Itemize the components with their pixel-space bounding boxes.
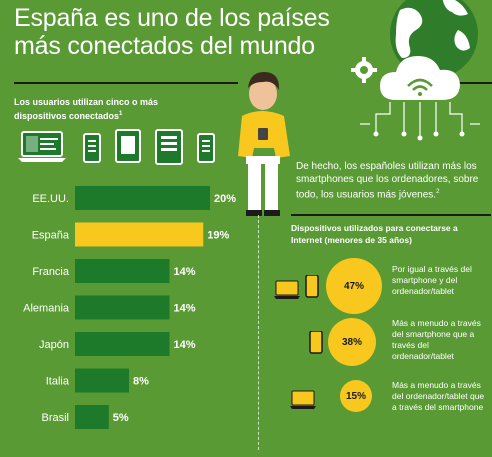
device-usage-description: Más a menudo a través del smartphone que…: [392, 318, 481, 361]
country-bar-chart: EE.UU. 20% España 19% Francia 14% Alemania 14% J…: [23, 186, 236, 429]
value-label: 14%: [174, 339, 196, 351]
laptop-icon: [18, 131, 66, 162]
category-label: Alemania: [23, 303, 70, 315]
device-icons: [309, 331, 323, 354]
bar-3: [75, 295, 170, 320]
gear-icon: [351, 57, 377, 83]
vertical-divider: [258, 215, 259, 450]
title-line-2: más conectados del mundo: [14, 32, 315, 60]
tablet-icon-2: [155, 129, 183, 165]
device-usage-heading: Dispositivos utilizados para conectarse …: [291, 223, 458, 245]
smartphone-icon: [83, 133, 101, 163]
page-title: España es uno de los países más conectad…: [14, 4, 344, 60]
percentage-circle: 47%: [326, 258, 382, 314]
title-divider: [14, 82, 238, 84]
device-icons: [274, 275, 319, 299]
title-line-1: España es uno de los países: [14, 4, 330, 32]
value-label: 8%: [133, 376, 149, 388]
category-label: Japón: [39, 339, 69, 351]
value-label: 20%: [214, 193, 236, 205]
bar-5: [75, 368, 129, 393]
title-divider-right: [430, 82, 492, 84]
category-label: España: [32, 230, 70, 242]
device-usage-row: 38% Más a menudo a través del smartphone …: [264, 318, 492, 382]
bar-2: [75, 259, 170, 283]
cloud-icon: [380, 56, 460, 100]
device-usage-description: Por igual a través del smartphone y del …: [392, 264, 472, 296]
laptop-icon: [274, 280, 300, 299]
device-usage-row: 47% Por igual a través del smartphone y d…: [264, 258, 492, 322]
tablet-icon: [115, 129, 141, 163]
devices-subtitle: Los usuarios utilizan cinco o más dispos…: [14, 97, 159, 121]
network-lines-icon: [360, 102, 480, 136]
value-label: 14%: [174, 303, 196, 315]
smartphone-usage-text: De hecho, los españoles utilizan más los…: [296, 161, 479, 201]
laptop-icon: [290, 390, 316, 409]
percentage-circle: 15%: [340, 380, 372, 412]
bar-4: [75, 332, 170, 356]
device-icons: [290, 390, 316, 409]
percentage-circle: 38%: [328, 318, 376, 366]
devices-row: [18, 129, 215, 165]
person-with-smartphone-illustration: [238, 72, 290, 216]
category-label: Brasil: [41, 412, 69, 424]
bar-0: [75, 186, 210, 210]
smartphone-icon-2: [197, 133, 215, 163]
smartphone-icon: [305, 275, 319, 298]
value-label: 19%: [207, 230, 229, 242]
device-usage-description: Más a menudo a través del ordenador/tabl…: [392, 380, 485, 412]
category-label: Italia: [46, 376, 70, 388]
bar-6: [75, 405, 109, 429]
value-label: 5%: [113, 412, 129, 424]
device-usage-row: 15% Más a menudo a través del ordenador/t…: [264, 380, 492, 444]
section-divider: [291, 214, 491, 216]
cloud-network-illustration: [351, 0, 480, 141]
bar-1: [75, 222, 204, 247]
category-label: Francia: [32, 266, 70, 278]
category-label: EE.UU.: [32, 193, 69, 205]
value-label: 14%: [174, 266, 196, 278]
smartphone-icon: [309, 331, 323, 354]
